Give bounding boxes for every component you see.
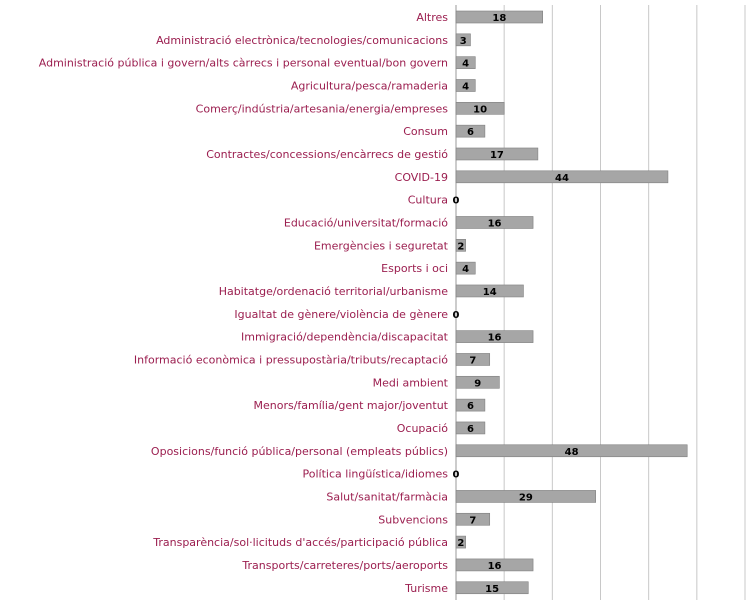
category-label: Emergències i seguretat xyxy=(314,239,449,252)
category-label: Transparència/sol·licituds d'accés/parti… xyxy=(152,536,448,549)
value-label: 17 xyxy=(490,150,504,161)
category-label: Comerç/indústria/artesania/energia/empre… xyxy=(196,102,449,115)
bar xyxy=(455,490,596,503)
value-label: 16 xyxy=(488,333,502,344)
category-label: Administració electrònica/tecnologies/co… xyxy=(156,34,448,47)
value-label: 48 xyxy=(565,447,579,458)
value-label: 3 xyxy=(460,36,467,47)
value-label: 4 xyxy=(462,81,469,92)
bar xyxy=(455,216,534,229)
bar xyxy=(455,102,505,115)
value-label: 0 xyxy=(453,196,460,207)
bar xyxy=(455,170,669,184)
category-label: Subvencions xyxy=(378,513,448,526)
category-label: Oposicions/funció pública/personal (empl… xyxy=(151,445,448,458)
bar xyxy=(455,33,471,47)
bar xyxy=(455,261,476,275)
value-label: 4 xyxy=(462,59,469,70)
bar xyxy=(455,330,534,343)
bar xyxy=(455,375,500,389)
bar xyxy=(455,444,688,458)
bar xyxy=(455,79,476,92)
gridlines xyxy=(455,5,746,600)
value-label: 29 xyxy=(519,492,533,503)
bar xyxy=(455,581,529,595)
category-label: Altres xyxy=(416,11,448,24)
bar xyxy=(455,124,486,138)
category-label: Turisme xyxy=(404,582,448,595)
bar xyxy=(455,353,491,366)
category-label: Contractes/concessions/encàrrecs de gest… xyxy=(206,148,448,161)
value-label: 6 xyxy=(467,127,474,138)
category-label: Educació/universitat/formació xyxy=(284,216,448,229)
bar xyxy=(455,10,543,24)
bar xyxy=(455,398,486,412)
value-label: 9 xyxy=(474,378,481,389)
category-label: Igualtat de gènere/violència de gènere xyxy=(234,308,448,321)
category-labels-group: Altres Administració electrònica/tecnolog… xyxy=(39,11,449,595)
value-label: 2 xyxy=(457,538,464,549)
category-label: Administració pública i govern/alts càrr… xyxy=(39,57,448,70)
value-label: 18 xyxy=(492,13,506,24)
bar xyxy=(455,535,466,549)
category-label: Agricultura/pesca/ramaderia xyxy=(291,79,448,92)
category-label: Transports/carreteres/ports/aeroports xyxy=(241,559,448,572)
value-label: 16 xyxy=(488,218,502,229)
value-label: 7 xyxy=(469,515,476,526)
category-label: Medi ambient xyxy=(373,376,449,389)
value-label: 0 xyxy=(453,310,460,321)
bar xyxy=(455,239,466,252)
category-label: Esports i oci xyxy=(381,262,448,275)
category-label: Informació econòmica i pressupostària/tr… xyxy=(134,353,448,366)
bar xyxy=(455,56,476,69)
bar xyxy=(455,147,539,161)
category-label: COVID-19 xyxy=(395,171,448,184)
category-label: Habitatge/ordenació territorial/urbanism… xyxy=(219,285,449,298)
value-label: 2 xyxy=(457,241,464,252)
bar xyxy=(455,558,534,572)
value-label: 14 xyxy=(483,287,497,298)
category-label: Consum xyxy=(403,125,448,138)
value-label: 10 xyxy=(473,104,487,115)
bar xyxy=(455,421,486,435)
bar xyxy=(455,284,524,298)
category-label: Cultura xyxy=(408,194,448,207)
value-label: 7 xyxy=(469,355,476,366)
category-label: Menors/família/gent major/joventut xyxy=(254,399,449,412)
category-label: Política lingüística/idiomes xyxy=(303,468,449,481)
value-label: 6 xyxy=(467,424,474,435)
value-label: 4 xyxy=(462,264,469,275)
category-label: Salut/sanitat/farmàcia xyxy=(326,490,448,503)
value-label: 16 xyxy=(488,561,502,572)
value-label: 0 xyxy=(453,470,460,481)
bar xyxy=(455,512,491,526)
value-label: 6 xyxy=(467,401,474,412)
category-label: Immigració/dependència/discapacitat xyxy=(241,331,449,344)
category-label: Ocupació xyxy=(397,422,449,435)
bars-group xyxy=(455,10,688,595)
value-label: 44 xyxy=(555,173,569,184)
value-label: 15 xyxy=(485,584,499,595)
